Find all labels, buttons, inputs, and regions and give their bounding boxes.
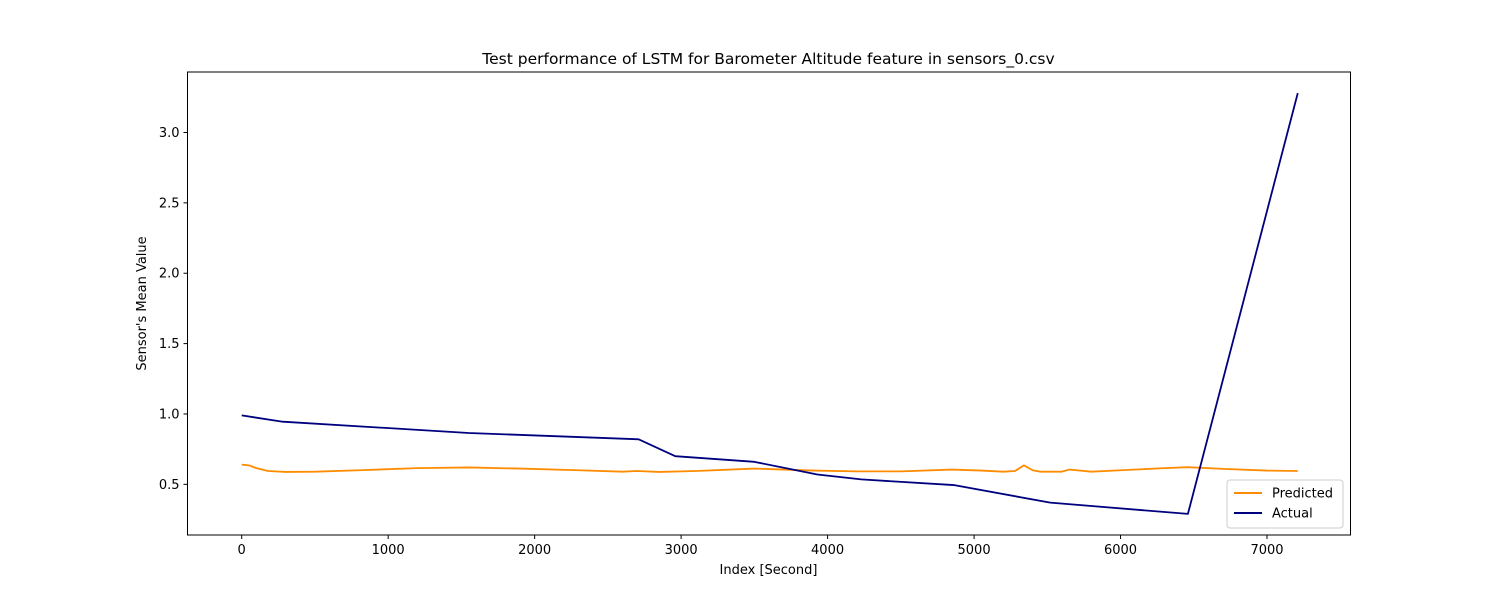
x-tick-label: 4000: [811, 543, 844, 558]
x-tick-label: 6000: [1104, 543, 1137, 558]
y-tick-label: 1.0: [159, 407, 180, 422]
y-axis-title: Sensor's Mean Value: [135, 236, 150, 370]
series-layer: [241, 92, 1299, 515]
x-tick-label: 5000: [958, 543, 991, 558]
x-tick-label: 2000: [518, 543, 551, 558]
legend-label-actual: Actual: [1272, 507, 1313, 522]
series-line-actual: [241, 92, 1299, 515]
x-axis-title: Index [Second]: [720, 563, 818, 578]
series-line-predicted: [241, 463, 1298, 473]
y-tick-label: 3.0: [159, 126, 180, 141]
y-tick-label: 1.5: [159, 337, 180, 352]
x-axis: 0 1000 2000 3000 4000 5000 6000 7000: [238, 535, 1284, 558]
x-tick-label: 3000: [665, 543, 698, 558]
legend: Predicted Actual: [1226, 479, 1344, 529]
plot-frame: [187, 71, 1351, 536]
x-tick-label: 1000: [372, 543, 405, 558]
y-tick-label: 2.0: [159, 267, 180, 282]
x-tick-label: 7000: [1250, 543, 1283, 558]
legend-label-predicted: Predicted: [1272, 487, 1333, 502]
y-axis: 0.5 1.0 1.5 2.0 2.5 3.0: [159, 126, 188, 493]
y-tick-label: 0.5: [159, 478, 180, 493]
x-tick-label: 0: [238, 543, 246, 558]
chart-title: Test performance of LSTM for Barometer A…: [481, 50, 1054, 69]
y-tick-label: 2.5: [159, 196, 180, 211]
